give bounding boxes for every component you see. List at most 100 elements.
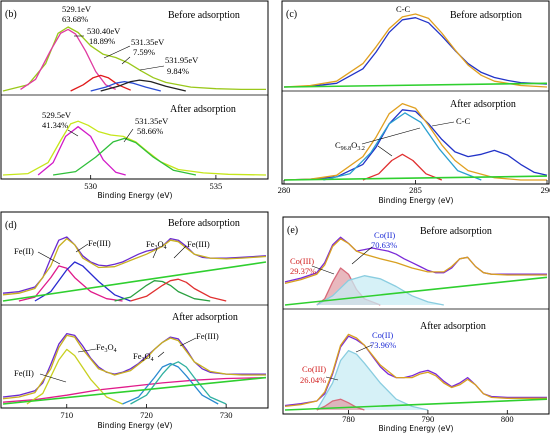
panel-c-xlabel: Binding Energy (eV) (379, 196, 454, 205)
xtick-label: 285 (409, 185, 422, 195)
panel-b-tag: (b) (5, 9, 17, 20)
panel-c-fit-line-0-1 (283, 13, 548, 88)
leader-d-3 (152, 248, 158, 259)
panel-e-tag: (e) (287, 225, 298, 236)
anno-d-fe3o4b-bottom: Fe3O4 (133, 351, 154, 363)
leader-d-4 (173, 245, 187, 259)
panel-d-tag: (d) (5, 220, 17, 231)
leader-e-1 (351, 246, 373, 265)
panel-e-baseline-line-1-4 (284, 398, 548, 411)
panel-b-title-top: Before adsorption (168, 10, 240, 21)
leader-d-1 (37, 251, 61, 265)
panel-e-fit-line-0-1 (284, 238, 547, 285)
panel-b-component-line-0-3 (90, 80, 161, 92)
xtick-label: 710 (60, 410, 73, 420)
panel-c-top-curves (283, 13, 548, 88)
panel-d-bottom-curves (2, 332, 267, 405)
anno-b-529-5: 529.5eV (42, 110, 72, 120)
xtick-label: 800 (501, 414, 514, 424)
anno-d-fe3b-top: Fe(III) (187, 239, 210, 249)
panel-d-baseline-line-1-6 (2, 376, 267, 405)
panel-e-top-curves (284, 236, 548, 306)
panel-b-envelope-line-1-0 (2, 120, 267, 176)
panel-e-frame (282, 216, 550, 415)
panel-b-component-line-0-1 (20, 28, 116, 90)
leader-d-8 (179, 337, 197, 347)
panel-b-component-line-1-1 (37, 126, 126, 176)
panel-b-xticks: 530 535 (84, 175, 222, 191)
leader-b-2 (103, 45, 131, 59)
panel-d-title-top: Before adsorption (168, 218, 240, 229)
panel-d-title-bottom: After adsorption (172, 312, 238, 323)
panel-e-component-line-0-3 (316, 275, 444, 306)
panel-d-baseline-line-0-6 (2, 261, 267, 302)
anno-b-529-1: 529.1eV (62, 4, 92, 14)
anno-e-co2-bottom: Co(II) (372, 330, 393, 340)
panel-c-component-line-1-2 (323, 112, 482, 181)
anno-c-cc-bottom: C-C (456, 116, 471, 126)
panel-e-baseline-line-0-4 (284, 276, 548, 306)
panel-b-component-line-0-2 (70, 74, 131, 92)
panel-b: (b) Before adsorption After adsorption 5… (0, 0, 269, 200)
leader-c-3 (361, 127, 421, 145)
panel-d-fit-line-0-1 (2, 237, 267, 296)
panel-b-bottom-curves (2, 120, 267, 176)
panel-d-xticks: 710 720 730 (60, 404, 233, 420)
panel-c-fit-line-1-1 (283, 102, 547, 181)
leader-e-2 (311, 265, 335, 275)
xtick-label: 720 (140, 410, 153, 420)
leader-b-6 (123, 128, 134, 143)
anno-d-fe2-top: Fe(II) (14, 246, 34, 256)
xtick-label: 730 (220, 410, 233, 420)
panel-d-xlabel: Binding Energy (eV) (98, 421, 173, 430)
panel-d-fit-line-1-1 (2, 334, 266, 400)
xtick-label: 535 (210, 181, 223, 191)
panel-b-title-bottom: After adsorption (170, 104, 236, 115)
panel-e-title-top: Before adsorption (420, 226, 492, 237)
panel-c-component-line-1-3 (362, 153, 443, 181)
panel-d-measured-line-0-0 (2, 236, 267, 294)
xtick-label: 780 (342, 414, 355, 424)
panel-e-fit-line-1-1 (284, 333, 547, 408)
panel-d-component-line-1-5 (130, 361, 227, 405)
panel-b-xlabel: Binding Energy (eV) (98, 191, 173, 200)
anno-e-co3-bottom: Co(III) (302, 364, 326, 374)
panel-d-top-curves (2, 236, 267, 302)
leader-e-4 (325, 376, 339, 381)
anno-b-530-40: 530.40eV (87, 26, 121, 36)
xtick-label: 790 (422, 414, 435, 424)
leader-d-7 (157, 351, 165, 358)
xtick-label: 280 (278, 185, 291, 195)
leader-c-1 (431, 121, 455, 127)
anno-e-co3-bottom-pct: 26.04% (300, 375, 326, 385)
panel-b-component-line-1-2 (53, 137, 197, 176)
anno-d-fe3o4a-bottom: Fe3O4 (96, 342, 117, 354)
anno-b-531-35a-pct: 7.59% (133, 47, 155, 57)
panel-c-bottom-curves (283, 102, 548, 181)
panel-e-title-bottom: After adsorption (420, 321, 486, 332)
panel-e-bottom-curves (284, 333, 548, 411)
panel-c-title-bottom: After adsorption (450, 99, 516, 110)
panel-d-component-line-1-2 (2, 376, 267, 403)
anno-b-531-95-pct: 9.84% (167, 66, 189, 76)
panel-e-xticks: 780 790 800 (342, 410, 514, 424)
panel-c-xticks: 280 285 290 (278, 180, 550, 195)
leader-b-4 (139, 65, 165, 71)
anno-d-fe2-bottom: Fe(II) (14, 368, 34, 378)
anno-b-531-95: 531.95eV (165, 55, 199, 65)
anno-b-531-35b-pct: 58.66% (137, 126, 163, 136)
panel-d-frame (0, 211, 269, 409)
anno-e-co3-top-pct: 29.37% (290, 266, 316, 276)
panel-d-measured-line-1-0 (2, 332, 266, 398)
leader-c-2 (377, 145, 393, 157)
leader-b-5 (67, 129, 79, 137)
panel-d-component-line-1-3 (26, 348, 123, 405)
anno-c-c-o: C96.8O3.2 (335, 140, 365, 152)
panel-c-measured-line-0-0 (283, 17, 548, 88)
panel-e: (e) Before adsorption After adsorption C… (282, 216, 550, 433)
xtick-label: 290 (541, 185, 550, 195)
leader-d-5 (39, 373, 67, 383)
panel-c-baseline-line-0-2 (283, 82, 548, 88)
anno-d-fe3-top: Fe(III) (88, 238, 111, 248)
